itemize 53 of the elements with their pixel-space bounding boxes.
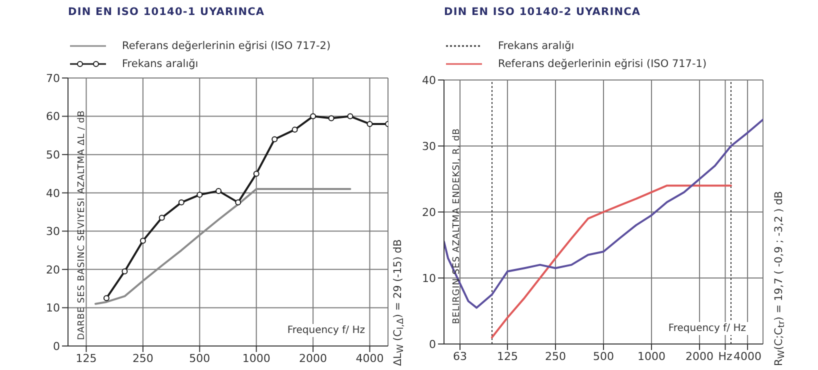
point bbox=[328, 115, 334, 122]
y-tick-label: 30 bbox=[422, 140, 436, 153]
point bbox=[292, 126, 298, 133]
x-tick-label: 63 bbox=[453, 350, 468, 363]
y-tick-label: 50 bbox=[46, 148, 60, 162]
x-tick-label: 500 bbox=[189, 352, 210, 365]
y-tick-label: 0 bbox=[53, 340, 60, 353]
point bbox=[347, 113, 354, 120]
x-tick-label: 250 bbox=[132, 352, 154, 365]
legend-label: Referans değerlerinin eğrisi (ISO 717-2) bbox=[122, 40, 331, 52]
point bbox=[140, 238, 146, 244]
x-tick-label: Hz bbox=[718, 350, 733, 363]
point bbox=[253, 170, 260, 177]
x-tick-label: 2000 bbox=[299, 352, 328, 365]
y-tick-label: 60 bbox=[46, 110, 60, 124]
point bbox=[216, 188, 222, 194]
y-tick-label: 10 bbox=[422, 272, 436, 285]
point bbox=[103, 295, 110, 302]
point bbox=[272, 136, 278, 142]
x-axis-title: Frequency f/ Hz bbox=[284, 324, 368, 337]
point bbox=[178, 199, 184, 206]
point bbox=[122, 268, 128, 274]
x-tick-label: 4000 bbox=[734, 350, 762, 363]
legend-label: Frekans aralığı bbox=[498, 40, 574, 52]
point bbox=[158, 214, 165, 221]
x-axis-title: Frequency f/ Hz bbox=[665, 322, 749, 335]
point bbox=[310, 113, 316, 120]
chart-title: DIN EN ISO 10140-1 UYARINCA bbox=[68, 6, 265, 18]
chart-title: DIN EN ISO 10140-2 UYARINCA bbox=[444, 6, 641, 18]
x-tick-label: 1000 bbox=[242, 352, 270, 365]
y-axis-title: BELIRGIN SES AZALTMA ENDEKSI, R, dB bbox=[451, 127, 463, 326]
x-tick-label: 4000 bbox=[356, 352, 384, 365]
y-axis-title: DARBE SES BASINC SEVIYESI AZALTMA ΔL / dB bbox=[76, 109, 88, 342]
x-tick-label: 500 bbox=[593, 350, 614, 363]
y-tick-label: 40 bbox=[46, 186, 60, 200]
point bbox=[366, 120, 373, 127]
line-series bbox=[491, 184, 732, 338]
y-tick-label: 30 bbox=[46, 225, 60, 238]
y-tick-label: 20 bbox=[422, 206, 436, 219]
y-tick-label: 0 bbox=[429, 338, 436, 351]
x-tick-label: 125 bbox=[76, 352, 97, 365]
y-tick-label: 10 bbox=[46, 302, 60, 315]
x-tick-label: 250 bbox=[544, 350, 566, 363]
y-tick-label: 20 bbox=[46, 263, 60, 276]
point bbox=[235, 199, 242, 206]
y-tick-label: 40 bbox=[422, 74, 436, 87]
point bbox=[196, 192, 203, 198]
x-tick-label: 125 bbox=[496, 350, 518, 363]
legend-label: Frekans aralığı bbox=[122, 58, 198, 70]
legend-label: Referans değerlerinin eğrisi (ISO 717-1) bbox=[498, 58, 707, 70]
y-tick-label: 70 bbox=[46, 72, 60, 85]
x-tick-label: 2000 bbox=[686, 350, 714, 363]
x-tick-label: 1000 bbox=[638, 350, 666, 363]
